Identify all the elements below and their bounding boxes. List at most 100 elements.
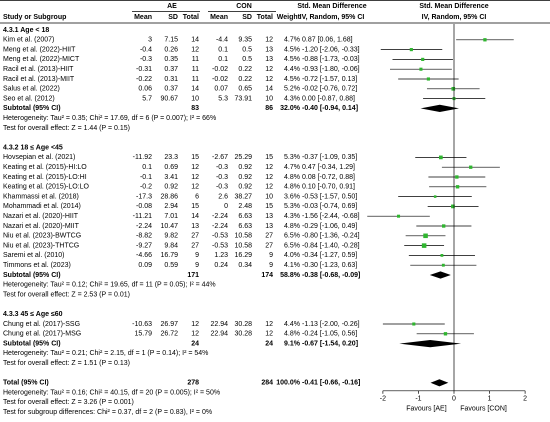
ci-text: 0.00 [-0.87, 0.88] [302,95,355,102]
ae-mean: -4.66 [136,252,152,259]
effect-square [419,67,423,71]
con-sd: 0.22 [238,66,252,73]
heterogeneity: Heterogeneity: Tau² = 0.35; Chi² = 17.69… [3,115,216,122]
con-sd: 25.29 [234,154,252,161]
con-sd: 38.27 [234,193,252,200]
weight: 4.7% [284,164,300,171]
study-name: Mohammadi et al. (2014) [3,203,81,210]
plot-title: Std. Mean Difference [419,3,488,10]
ci-text: 0.87 [0.06, 1.68] [302,37,353,44]
con-header: CON [236,3,252,10]
con-total: 12 [265,331,273,338]
ae-mean: -9.27 [136,242,152,249]
ci-text: -0.03 [-0.74, 0.69] [302,203,357,210]
heterogeneity: Heterogeneity: Tau² = 0.16; Chi² = 40.15… [3,389,220,396]
con-sd: 10.58 [234,233,252,240]
con-total: 10 [265,193,273,200]
effect-square [483,38,487,42]
summary-weight: 32.0% [280,105,301,112]
con-total: 15 [265,154,273,161]
con-sd: 6.63 [238,223,252,230]
column-header: Total [257,14,273,21]
ae-total: 14 [191,86,199,93]
con-sd: 0.34 [238,262,252,269]
study-name: Seo et al. (2012) [3,95,55,102]
summary-label: Subtotal (95% CI) [3,340,61,347]
x-tick-label: -2 [380,396,386,403]
column-header: Study or Subgroup [3,14,66,21]
con-mean: 2.6 [218,193,228,200]
summary-total: 278 [187,380,199,387]
ae-total: 12 [191,321,199,328]
favours-right: Favours [CON] [460,406,507,413]
ae-total: 9 [195,262,199,269]
ci-text: -0.02 [-0.76, 0.72] [302,86,357,93]
ae-mean: -11.21 [133,213,152,220]
con-total: 12 [265,66,273,73]
ci-text: 0.08 [-0.72, 0.88] [302,174,355,181]
summary-total: 86 [265,105,273,112]
ci-text: 0.10 [-0.70, 0.91] [302,184,355,191]
ae-total: 12 [191,164,199,171]
ci-text: -1.20 [-2.06, -0.33] [302,46,360,53]
ae-sd: 0.37 [164,86,178,93]
con-sd: 6.63 [238,213,252,220]
effect-square [451,204,455,209]
x-tick-label: 2 [523,396,527,403]
study-name: Meng et al. (2022)-HIIT [3,46,76,53]
weight: 4.4% [284,66,300,73]
ae-total: 11 [192,76,199,83]
con-total: 12 [265,174,273,181]
ae-mean: -11.92 [133,154,152,161]
column-header: IV, Random, 95% CI [300,14,365,21]
summary-total: 174 [261,272,273,279]
con-mean: -4.4 [216,37,228,44]
ci-text: -1.56 [-2.44, -0.68] [302,213,360,220]
con-sd: 10.58 [234,242,252,249]
con-sd: 30.28 [234,331,252,338]
study-name: Hovsepian et al. (2021) [3,154,75,161]
ae-sd: 0.59 [164,262,178,269]
summary-ci: -0.41 [-0.66, -0.16] [302,380,360,387]
ae-mean: -2.24 [136,223,152,230]
subgroup-differences: Test for subgroup differences: Chi² = 0.… [3,409,212,416]
x-tick-label: -1 [415,396,421,403]
con-total: 12 [265,76,273,83]
summary-weight: 9.1% [284,340,301,347]
ae-mean: -0.1 [140,174,152,181]
con-sd: 0.5 [242,56,252,63]
con-mean: 0 [224,203,228,210]
study-name: Niu et al. (2023)-THTCG [3,242,79,249]
ae-total: 27 [191,233,199,240]
con-mean: 0.1 [218,46,228,53]
weight: 4.4% [284,321,300,328]
effect-square [455,185,460,189]
ae-mean: -0.31 [136,66,152,73]
con-total: 15 [265,203,273,210]
ae-mean: 3 [148,37,152,44]
weight: 4.8% [284,331,300,338]
con-total: 12 [265,321,273,328]
con-total: 13 [265,213,273,220]
con-total: 13 [265,56,273,63]
weight: 6.5% [284,233,300,240]
con-mean: 0.1 [218,56,228,63]
con-sd: 0.92 [238,174,252,181]
ae-total: 14 [191,213,199,220]
ae-total: 27 [191,242,199,249]
con-mean: 0.24 [214,262,228,269]
con-mean: -2.67 [212,154,228,161]
ae-sd: 28.86 [160,193,178,200]
overall-effect: Test for overall effect: Z = 1.51 (P = 0… [3,360,130,367]
summary-ci: -0.40 [-0.94, 0.14] [302,105,358,112]
study-name: Chung et al. (2017)-MSG [3,331,81,338]
ae-total: 10 [191,95,199,102]
con-mean: -2.24 [212,213,228,220]
con-total: 12 [265,37,273,44]
weight: 4.8% [284,174,300,181]
column-header: IV, Random, 95% CI [422,14,487,21]
con-total: 12 [265,164,273,171]
study-name: Nazari et al. (2020)-HIIT [3,213,79,220]
ae-mean: -0.4 [140,46,152,53]
